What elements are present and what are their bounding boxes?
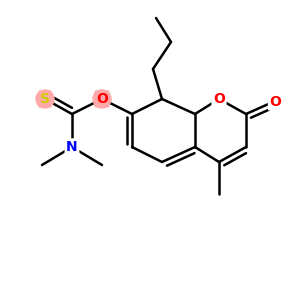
Circle shape <box>36 90 54 108</box>
Text: O: O <box>213 92 225 106</box>
Text: S: S <box>40 92 50 106</box>
Text: O: O <box>269 95 281 109</box>
Text: N: N <box>66 140 78 154</box>
Circle shape <box>93 90 111 108</box>
Text: O: O <box>96 92 108 106</box>
